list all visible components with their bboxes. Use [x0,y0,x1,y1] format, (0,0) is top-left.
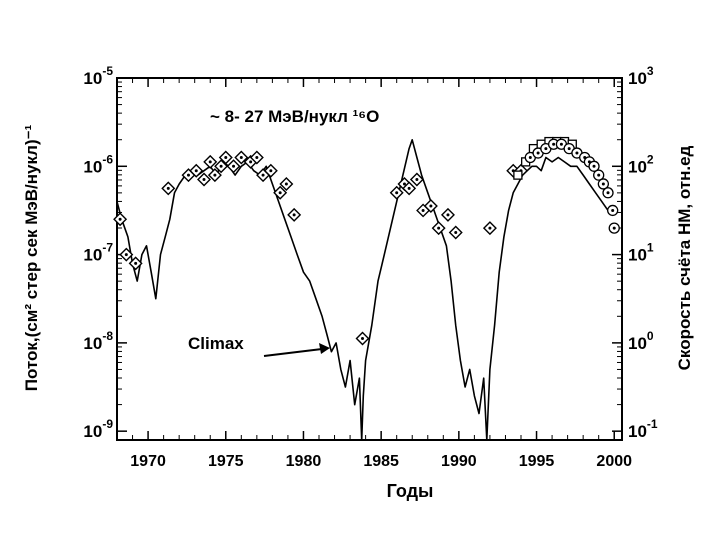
data-point-diamond-center [415,178,419,182]
y-left-tick-label: 10-7 [83,241,113,265]
chart-title: ~ 8- 27 МэВ/нукл ¹⁶O [210,107,379,126]
x-tick-label: 1990 [441,453,477,470]
x-axis-title: Годы [387,481,434,501]
data-point-circle-center [601,182,605,186]
y-left-tick-label: 10-6 [83,152,113,176]
y-left-tick-label: 10-8 [83,329,113,353]
data-point-diamond-center [124,253,128,257]
data-point-diamond-center [421,208,425,212]
data-point-diamond-center [239,155,243,159]
data-point-diamond-center [407,186,411,190]
data-point-square [513,170,523,180]
data-point-diamond-center [202,178,206,182]
data-point-diamond-center [446,213,450,217]
data-point-circle-center [567,147,571,151]
y-right-tick-label: 103 [628,64,654,88]
data-point-diamond-center [437,226,441,230]
data-point-circle-center [606,191,610,195]
data-point-diamond-center [284,182,288,186]
data-point-diamond-center [255,155,259,159]
plot-frame [116,77,623,441]
data-point-diamond-center [224,155,228,159]
x-tick-label: 1975 [208,453,244,470]
data-point-circle-center [611,208,615,212]
x-tick-label: 1980 [286,453,322,470]
data-point-diamond-center [186,173,190,177]
data-point-diamond-center [219,164,223,168]
y-right-tick-label: 10-1 [628,417,658,441]
data-point-circle-center [597,173,601,177]
axis-ticks: 1970 1975 1980 1985 1990 1995 2000 10-5 10-6 10-7… [83,64,658,470]
data-point-diamond-center [118,217,122,221]
data-point-diamond-center [232,164,236,168]
series-line-neutron-monitor [116,139,615,441]
data-point-diamond-center [213,173,217,177]
data-point-circle-center [552,142,556,146]
data-point-circle-center [559,142,563,146]
series-layer [113,136,620,441]
data-point-diamond-center [166,186,170,190]
data-point-diamond-center [278,191,282,195]
y-left-tick-label: 10-9 [83,417,113,441]
y-right-tick-label: 102 [628,152,654,176]
plot-border [116,77,623,441]
annotation-climax: Climax [188,334,244,353]
data-point-diamond-center [361,336,365,340]
y-right-tick-label: 101 [628,241,654,265]
data-point-diamond-center [134,261,138,265]
data-point-diamond-center [249,160,253,164]
data-point-circle-center [536,151,540,155]
data-point-circle-center [575,151,579,155]
data-point-circle-center [612,226,616,230]
data-point-diamond-center [402,182,406,186]
data-point-diamond-center [194,169,198,173]
y-axis-title-left: Поток,(см² стер сек МэВ/нукл)⁻¹ [22,124,41,391]
annotation-arrow [263,343,330,357]
data-point-diamond-center [208,160,212,164]
data-point-circle-center [544,147,548,151]
data-point-diamond-center [429,204,433,208]
data-point-diamond-center [292,213,296,217]
data-point-circle-center [592,164,596,168]
x-tick-label: 1970 [130,453,166,470]
y-axis-title-right: Скорость счёта НМ, отн.ед [675,145,694,370]
data-point-diamond-center [395,191,399,195]
y-left-tick-label: 10-5 [83,64,113,88]
x-tick-label: 1985 [363,453,399,470]
y-right-tick-label: 100 [628,329,654,353]
data-point-diamond-center [454,231,458,235]
x-tick-label: 1995 [519,453,555,470]
data-point-circle-center [528,155,532,159]
data-point-diamond-center [269,169,273,173]
x-tick-label: 2000 [596,453,632,470]
data-point-diamond-center [488,226,492,230]
data-point-diamond-center [261,173,265,177]
